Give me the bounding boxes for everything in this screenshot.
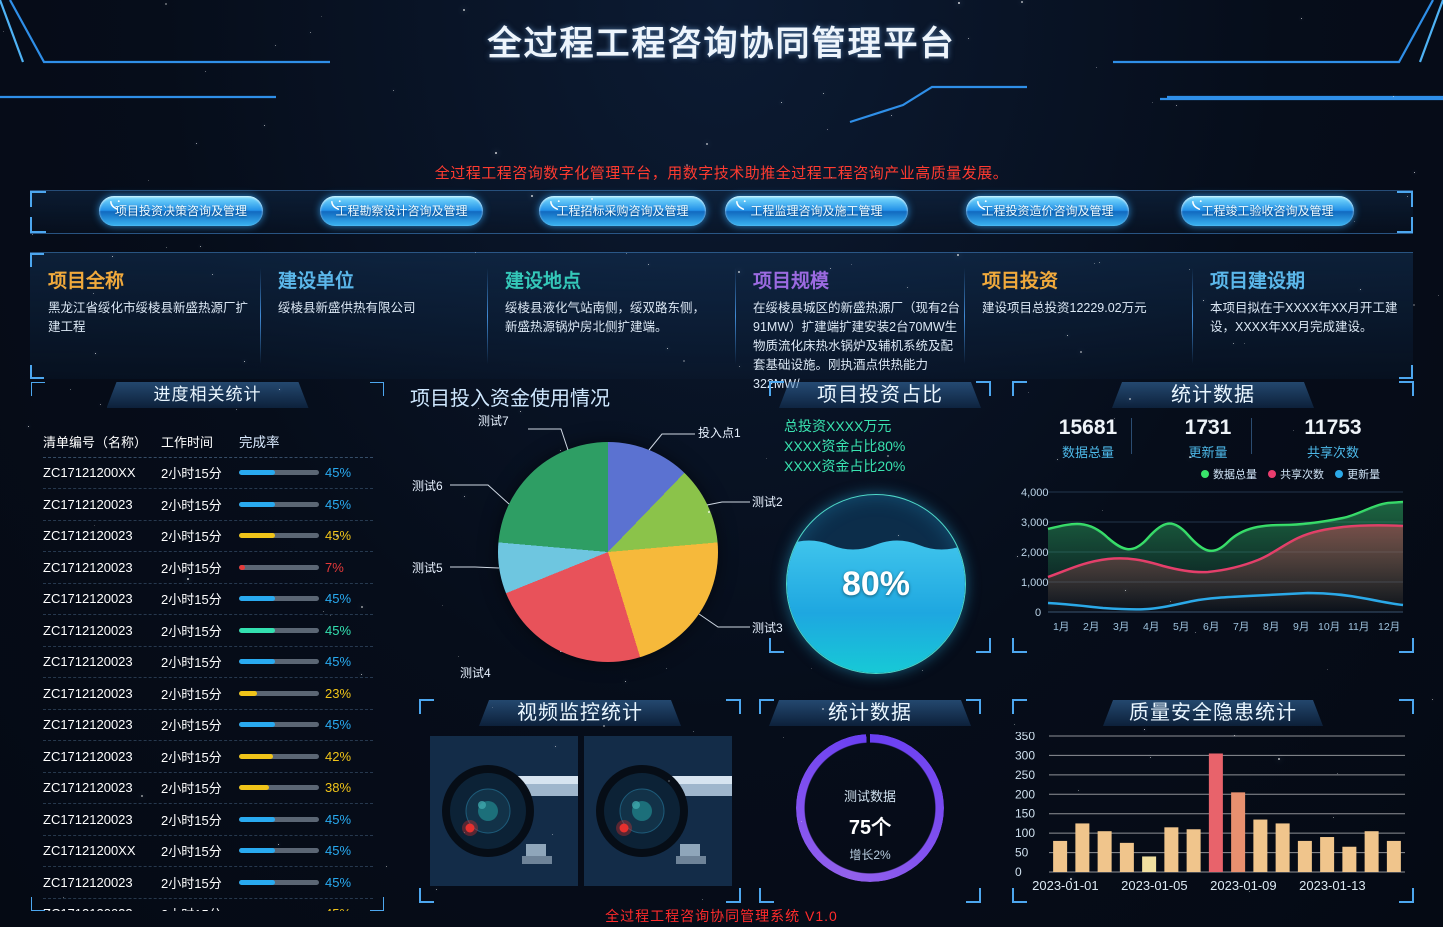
svg-text:2023-01-09: 2023-01-09 xyxy=(1210,878,1277,893)
svg-text:350: 350 xyxy=(1015,732,1035,743)
svg-text:2023-01-05: 2023-01-05 xyxy=(1121,878,1188,893)
svg-text:2023-01-01: 2023-01-01 xyxy=(1032,878,1099,893)
svg-text:11月: 11月 xyxy=(1348,621,1369,633)
svg-text:300: 300 xyxy=(1015,748,1035,762)
svg-text:4,000: 4,000 xyxy=(1021,487,1049,499)
svg-text:1,000: 1,000 xyxy=(1021,577,1049,589)
svg-text:0: 0 xyxy=(1015,865,1022,879)
svg-text:250: 250 xyxy=(1015,768,1035,782)
svg-text:2月: 2月 xyxy=(1083,621,1099,633)
svg-text:8月: 8月 xyxy=(1263,621,1279,633)
svg-text:3月: 3月 xyxy=(1113,621,1129,633)
svg-text:12月: 12月 xyxy=(1378,621,1400,633)
svg-text:50: 50 xyxy=(1015,846,1029,860)
svg-text:200: 200 xyxy=(1015,787,1035,801)
svg-text:2023-01-13: 2023-01-13 xyxy=(1299,878,1366,893)
svg-text:100: 100 xyxy=(1015,826,1035,840)
svg-text:9月: 9月 xyxy=(1293,621,1309,633)
svg-text:10月: 10月 xyxy=(1318,621,1340,633)
svg-text:7月: 7月 xyxy=(1233,621,1249,633)
svg-text:5月: 5月 xyxy=(1173,621,1189,633)
svg-text:0: 0 xyxy=(1035,607,1041,619)
svg-text:3,000: 3,000 xyxy=(1021,517,1049,529)
svg-text:6月: 6月 xyxy=(1203,621,1219,633)
svg-text:150: 150 xyxy=(1015,807,1035,821)
svg-text:4月: 4月 xyxy=(1143,621,1159,633)
svg-text:1月: 1月 xyxy=(1053,621,1069,633)
svg-text:2,000: 2,000 xyxy=(1021,547,1049,559)
